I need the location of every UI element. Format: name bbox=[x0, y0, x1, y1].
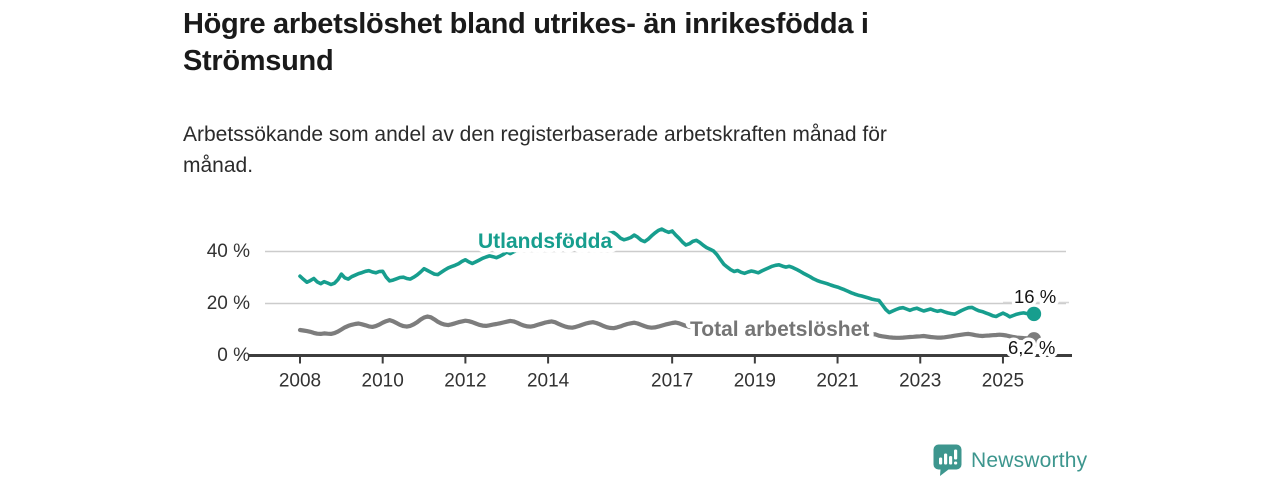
x-axis-tick-label: 2017 bbox=[651, 371, 693, 392]
series-inline-label-total: Total arbetslöshet bbox=[690, 318, 869, 341]
x-axis-tick-label: 2014 bbox=[527, 371, 570, 392]
x-axis-tick-label: 2008 bbox=[279, 371, 321, 392]
x-axis-tick-label: 2021 bbox=[816, 371, 858, 392]
page-title: Högre arbetslöshet bland utrikes- än inr… bbox=[183, 6, 869, 80]
y-axis-label: 20 % bbox=[207, 293, 250, 314]
series-end-dot-total bbox=[1026, 332, 1042, 347]
logo-bubble-shape bbox=[933, 444, 962, 476]
x-axis-tick-label: 2019 bbox=[734, 371, 776, 392]
page-title-line-2: Strömsund bbox=[183, 45, 334, 77]
end-value-label-utlandsfodda: 16 % bbox=[1014, 286, 1056, 307]
x-axis-tick-label: 2023 bbox=[899, 371, 941, 392]
brand-footer: Newsworthy bbox=[933, 444, 1087, 477]
y-axis-label: 40 % bbox=[207, 241, 250, 262]
series-inline-label-utlandsfodda: Utlandsfödda bbox=[478, 230, 612, 253]
page-title-line-1: Högre arbetslöshet bland utrikes- än inr… bbox=[183, 8, 869, 40]
end-value-label-total: 6,2 % bbox=[1008, 337, 1055, 358]
series-line-utlandsfodda bbox=[298, 227, 1036, 319]
x-axis-tick-label: 2010 bbox=[362, 371, 404, 392]
newsworthy-logo-icon bbox=[933, 444, 962, 476]
y-axis-label: 0 % bbox=[217, 345, 250, 366]
logo-bars-glyph bbox=[939, 449, 958, 465]
series-line-total bbox=[297, 314, 1037, 342]
chart-subtitle: Arbetssökande som andel av den registerb… bbox=[183, 119, 887, 181]
series-end-dot-utlandsfodda bbox=[1026, 306, 1042, 322]
chart-subtitle-line-1: Arbetssökande som andel av den registerb… bbox=[183, 123, 887, 146]
chart-subtitle-line-2: månad. bbox=[183, 154, 254, 177]
x-axis-tick-label: 2025 bbox=[982, 371, 1024, 392]
x-axis-tick-label: 2012 bbox=[444, 371, 486, 392]
brand-name: Newsworthy bbox=[971, 448, 1088, 472]
